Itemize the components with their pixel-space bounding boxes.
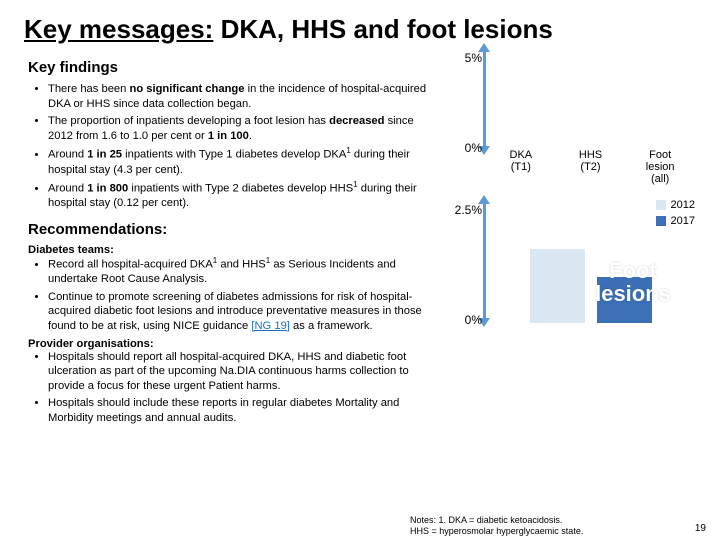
chart-top: 5% 0% DKA(T1)HHS(T2)Footlesion(all) bbox=[444, 55, 699, 185]
key-findings-title: Key findings bbox=[28, 59, 438, 76]
note-line-2: HHS = hyperosmolar hyperglycaemic state. bbox=[410, 526, 670, 536]
chart1-ybottom: 0% bbox=[465, 141, 482, 155]
chart1-xlabel: Footlesion(all) bbox=[625, 149, 695, 185]
provider-orgs-list: Hospitals should report all hospital-acq… bbox=[28, 350, 438, 426]
diabetes-item: Continue to promote screening of diabete… bbox=[48, 290, 438, 334]
diabetes-item: Record all hospital-acquired DKA1 and HH… bbox=[48, 256, 438, 287]
nice-guidance-link[interactable]: [NG 19] bbox=[251, 320, 290, 332]
chart1-xlabel: DKA(T1) bbox=[486, 149, 556, 185]
provider-item: Hospitals should report all hospital-acq… bbox=[48, 350, 438, 394]
chart1-xlabel: HHS(T2) bbox=[556, 149, 626, 185]
page-title: Key messages: DKA, HHS and foot lesions bbox=[0, 0, 720, 51]
chart2-ytop: 2.5% bbox=[455, 203, 482, 217]
recommendations-title: Recommendations: bbox=[28, 221, 438, 238]
diabetes-teams-label: Diabetes teams: bbox=[28, 244, 438, 256]
title-rest: DKA, HHS and foot lesions bbox=[213, 14, 552, 44]
findings-list: There has been no significant change in … bbox=[28, 82, 438, 211]
finding-item: The proportion of inpatients developing … bbox=[48, 114, 438, 143]
chart2-ybottom: 0% bbox=[465, 313, 482, 327]
provider-item: Hospitals should include these reports i… bbox=[48, 396, 438, 425]
chart1-ytop: 5% bbox=[465, 51, 482, 65]
page-number: 19 bbox=[695, 523, 706, 534]
finding-item: Around 1 in 800 inpatients with Type 2 d… bbox=[48, 180, 438, 211]
left-column: Key findings There has been no significa… bbox=[28, 51, 438, 428]
chart-bottom: 2.5% 0% 20122017 Footlesions bbox=[444, 207, 699, 357]
title-bold: Key messages: bbox=[24, 14, 213, 44]
note-line-1: Notes: 1. DKA = diabetic ketoacidosis. bbox=[410, 515, 670, 525]
diabetes-teams-list: Record all hospital-acquired DKA1 and HH… bbox=[28, 256, 438, 334]
right-column: 5% 0% DKA(T1)HHS(T2)Footlesion(all) 2.5%… bbox=[444, 51, 710, 428]
chart1-xlabels: DKA(T1)HHS(T2)Footlesion(all) bbox=[486, 149, 695, 185]
finding-item: There has been no significant change in … bbox=[48, 82, 438, 111]
provider-orgs-label: Provider organisations: bbox=[28, 338, 438, 350]
footnotes: Notes: 1. DKA = diabetic ketoacidosis. H… bbox=[410, 515, 670, 536]
foot-lesions-overlay: Footlesions bbox=[573, 259, 693, 305]
chart1-plot bbox=[486, 55, 695, 151]
finding-item: Around 1 in 25 inpatients with Type 1 di… bbox=[48, 146, 438, 177]
